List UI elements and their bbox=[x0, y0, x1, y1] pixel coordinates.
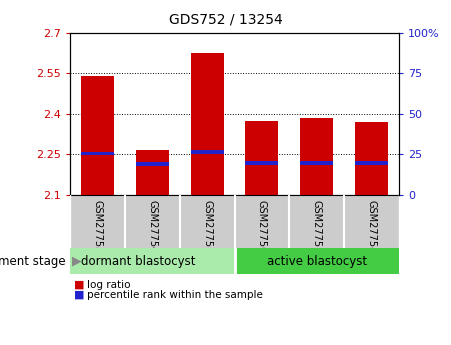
Bar bbox=[136, 150, 169, 195]
Text: GSM27754: GSM27754 bbox=[147, 200, 157, 254]
Text: dormant blastocyst: dormant blastocyst bbox=[81, 255, 196, 268]
Text: ▶: ▶ bbox=[72, 255, 82, 268]
Bar bbox=[355, 161, 388, 165]
Text: GSM27753: GSM27753 bbox=[92, 200, 102, 254]
Text: GSM27756: GSM27756 bbox=[257, 200, 267, 254]
Bar bbox=[235, 248, 399, 274]
Text: GDS752 / 13254: GDS752 / 13254 bbox=[169, 12, 282, 26]
Bar bbox=[81, 152, 114, 155]
Text: GSM27757: GSM27757 bbox=[312, 200, 322, 254]
Bar bbox=[191, 53, 224, 195]
Text: development stage: development stage bbox=[0, 255, 65, 268]
Text: GSM27758: GSM27758 bbox=[367, 200, 377, 254]
Bar bbox=[70, 248, 235, 274]
Bar bbox=[300, 161, 333, 165]
Text: ■: ■ bbox=[74, 280, 85, 289]
Text: percentile rank within the sample: percentile rank within the sample bbox=[87, 290, 263, 300]
Bar bbox=[245, 121, 278, 195]
Bar bbox=[136, 162, 169, 166]
Bar bbox=[355, 122, 388, 195]
Bar bbox=[191, 150, 224, 154]
Text: active blastocyst: active blastocyst bbox=[267, 255, 367, 268]
Bar bbox=[245, 161, 278, 165]
Bar bbox=[81, 76, 114, 195]
Bar bbox=[300, 118, 333, 195]
Text: GSM27755: GSM27755 bbox=[202, 200, 212, 254]
Text: log ratio: log ratio bbox=[87, 280, 130, 289]
Text: ■: ■ bbox=[74, 290, 85, 300]
